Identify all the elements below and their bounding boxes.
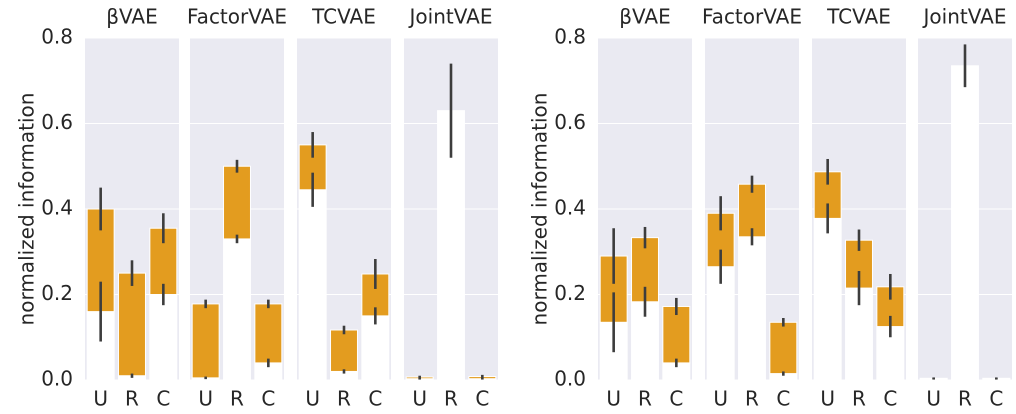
x-tick-label: C [156,387,170,411]
bar-segment [662,305,691,364]
x-tick-label: C [368,387,382,411]
y-tick-label: 0.0 [554,367,586,391]
x-tick-label: U [412,387,427,411]
x-tick-label: R [337,387,351,411]
x-tick-label: C [261,387,275,411]
y-tick-label: 0.6 [554,110,586,134]
y-tick-label: 0.8 [41,25,73,49]
bar-segment [191,303,220,379]
bar-segment [951,65,979,381]
y-tick-label: 0.4 [554,196,586,220]
bar-segment [298,189,327,381]
y-tick-label: 0.4 [41,196,73,220]
panel-title: JointVAE [922,5,1007,29]
panel-title: βVAE [619,5,670,29]
panel-title: FactorVAE [702,5,802,29]
panel-title: JointVAE [408,5,493,29]
x-tick-label: R [125,387,139,411]
x-tick-label: U [198,387,213,411]
panel-title: TCVAE [311,5,376,29]
panel-title: βVAE [106,5,157,29]
y-tick-label: 0.2 [41,281,73,305]
bar-segment [149,294,178,381]
y-axis-label: normalized information [15,93,39,326]
x-tick-label: U [305,387,320,411]
x-tick-label: C [989,387,1003,411]
bar-segment [738,236,766,381]
y-tick-label: 0.6 [41,110,73,134]
x-tick-label: C [475,387,489,411]
x-tick-label: U [820,387,835,411]
x-tick-label: C [883,387,897,411]
x-tick-label: R [745,387,759,411]
x-tick-label: R [230,387,244,411]
y-tick-label: 0.2 [554,281,586,305]
bar-segment [361,315,390,381]
bar-segment [330,329,358,372]
x-tick-label: R [444,387,458,411]
bar-segment [813,217,842,381]
bar-segment [223,165,251,240]
panel-title: TCVAE [826,5,891,29]
x-tick-label: R [852,387,866,411]
x-tick-label: U [93,387,108,411]
bar-segment [769,321,798,375]
bar-segment [738,183,766,238]
x-tick-label: R [638,387,652,411]
bar-segment [118,272,146,377]
panel-title: FactorVAE [187,5,287,29]
y-axis-label: normalized information [528,93,552,326]
x-tick-label: U [606,387,621,411]
x-tick-label: U [713,387,728,411]
y-tick-label: 0.8 [554,25,586,49]
bar-segment [254,303,283,364]
x-tick-label: U [926,387,941,411]
y-tick-label: 0.0 [41,367,73,391]
x-tick-label: R [958,387,972,411]
x-tick-label: C [776,387,790,411]
x-tick-label: C [669,387,683,411]
bar-segment [223,238,251,381]
